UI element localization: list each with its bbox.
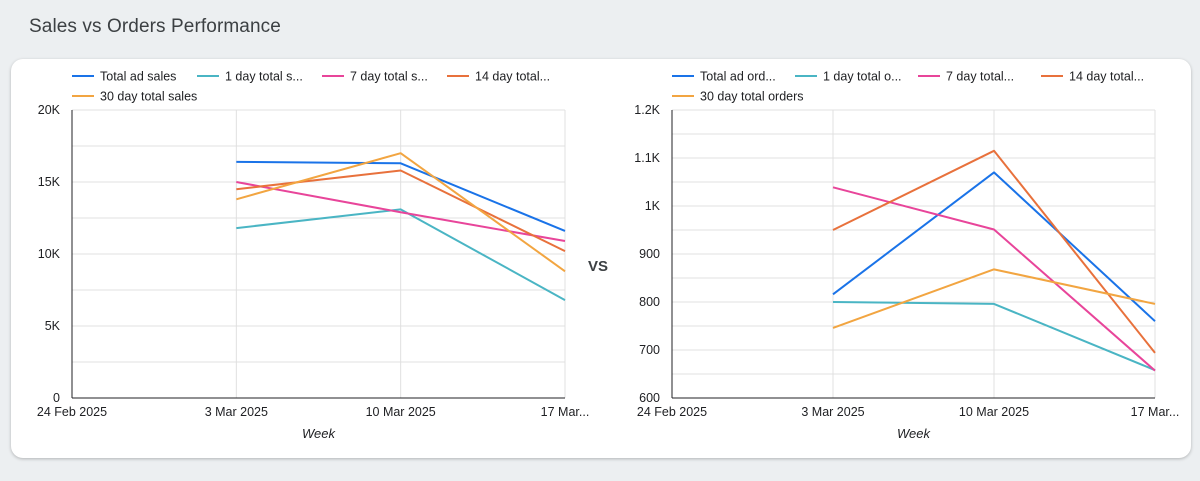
- sales-chart-y-tick-label: 10K: [38, 247, 61, 261]
- orders-chart-y-tick-label: 900: [639, 247, 660, 261]
- orders-chart-legend-label[interactable]: Total ad ord...: [700, 70, 776, 84]
- sales-chart-legend-label[interactable]: 7 day total s...: [350, 70, 428, 84]
- orders-chart-y-tick-label: 1.2K: [634, 103, 660, 117]
- sales-chart-y-tick-label: 0: [53, 391, 60, 405]
- orders-chart-y-tick-label: 700: [639, 343, 660, 357]
- orders-chart-legend-label[interactable]: 1 day total o...: [823, 70, 902, 84]
- orders-chart-series-line-2[interactable]: [832, 301, 1156, 372]
- orders-chart-y-tick-label: 1.1K: [634, 151, 660, 165]
- sales-chart-legend-label[interactable]: 30 day total sales: [100, 90, 197, 104]
- vs-label: VS: [588, 258, 608, 275]
- sales-chart-series-line-5[interactable]: [236, 152, 566, 273]
- orders-chart-y-tick-label: 1K: [645, 199, 661, 213]
- sales-chart-x-tick-label: 24 Feb 2025: [37, 405, 107, 419]
- orders-chart-x-tick-label: 3 Mar 2025: [801, 405, 864, 419]
- sales-chart-y-tick-label: 20K: [38, 103, 61, 117]
- orders-chart-series-line-5[interactable]: [832, 268, 1156, 329]
- sales-chart-x-tick-label: 17 Mar...: [541, 405, 590, 419]
- sales-chart-legend-label[interactable]: 1 day total s...: [225, 70, 303, 84]
- sales-chart-series-line-1[interactable]: [236, 160, 566, 232]
- orders-chart-legend-label[interactable]: 14 day total...: [1069, 70, 1144, 84]
- orders-chart-y-tick-label: 800: [639, 295, 660, 309]
- sales-chart-series-line-2[interactable]: [236, 208, 566, 301]
- orders-chart-series-line-3[interactable]: [832, 186, 1156, 372]
- orders-chart-x-tick-label: 10 Mar 2025: [959, 405, 1029, 419]
- orders-chart-legend-label[interactable]: 7 day total...: [946, 70, 1014, 84]
- orders-chart-y-tick-label: 600: [639, 391, 660, 405]
- orders-chart-series-line-4[interactable]: [832, 149, 1156, 354]
- sales-chart-legend-label[interactable]: 14 day total...: [475, 70, 550, 84]
- orders-chart-x-tick-label: 24 Feb 2025: [637, 405, 707, 419]
- sales-chart-x-tick-label: 3 Mar 2025: [205, 405, 268, 419]
- sales-chart-y-tick-label: 5K: [45, 319, 61, 333]
- page-title: Sales vs Orders Performance: [29, 16, 281, 37]
- sales-chart-legend-label[interactable]: Total ad sales: [100, 70, 176, 84]
- sales-chart-x-tick-label: 10 Mar 2025: [366, 405, 436, 419]
- sales-chart-y-tick-label: 15K: [38, 175, 61, 189]
- orders-chart-legend-label[interactable]: 30 day total orders: [700, 90, 804, 104]
- sales-chart-x-axis-title: Week: [302, 426, 336, 441]
- orders-chart-x-tick-label: 17 Mar...: [1131, 405, 1180, 419]
- orders-chart-series-line-1[interactable]: [832, 171, 1156, 322]
- orders-chart-x-axis-title: Week: [897, 426, 931, 441]
